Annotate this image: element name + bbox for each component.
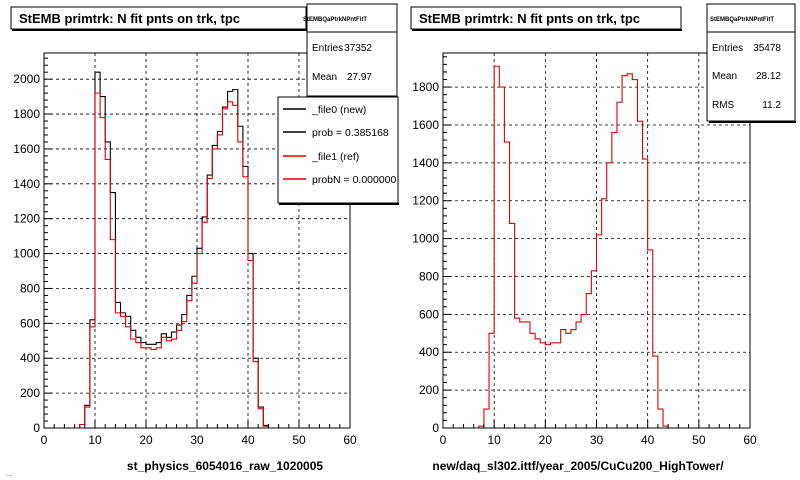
left-y-tick-label: 1600 [13,142,40,156]
left-y-tick-label: 1000 [13,247,40,261]
right-y-tick-label: 200 [419,383,439,397]
left-y-tick-label: 1400 [13,177,40,191]
left-y-tick-label: 200 [20,386,40,400]
left-x-tick-label: 0 [41,433,48,447]
legend-label-file0: _file0 (new) [311,104,366,116]
right-y-tick-label: 0 [432,421,439,435]
left-y-tick-label: 1800 [13,107,40,121]
right-stats-rms-value: 11.2 [762,100,781,111]
left-y-tick-label: 400 [20,351,40,365]
left-stats-mean-label: Mean [312,72,337,83]
left-x-axis-label: st_physics_6054016_raw_1020005 [127,459,323,473]
left-x-tick-label: 50 [292,433,306,447]
right-histogram-pad: 0 10 20 30 40 50 60020040060080010001200140016… [410,3,796,473]
left-y-tick-label: 0 [33,421,40,435]
left-x-tick-label: 10 [88,433,102,447]
legend-label-prob: prob = 0.385168 [312,127,389,139]
left-y-tick-label: 2000 [13,72,40,86]
left-histogram-pad: 0 10 20 30 40 50 60020040060080010001200140016… [10,3,399,473]
right-y-tick-label: 1200 [412,194,439,208]
right-y-tick-label: 1600 [412,118,439,132]
left-y-tick-label: 1200 [13,212,40,226]
right-stats-header: StEMBQaPtrkNPntFitT [710,17,774,23]
left-stats-box: StEMBQaPtrkNPntFitT Entries 37352 Mean 2… [303,3,398,97]
right-x-tick-label: 40 [641,433,655,447]
right-stats-entries-value: 35478 [753,43,781,54]
right-x-tick-label: 50 [692,433,706,447]
legend-label-probN: probN = 0.000000 [312,174,397,186]
right-stats-mean-value: 28.12 [756,71,781,82]
right-y-tick-label: 1000 [412,232,439,246]
right-stats-box: StEMBQaPtrkNPntFitT Entries 35478 Mean 2… [706,3,796,123]
left-x-tick-label: 60 [343,433,357,447]
right-x-tick-label: 60 [743,433,757,447]
right-y-tick-label: 600 [419,307,439,321]
right-x-tick-label: 20 [539,433,553,447]
left-axis-ticks: 0 10 20 30 40 50 60020040060080010001200140016… [13,57,357,447]
left-legend: _file0 (new) prob = 0.385168 _file1 (ref… [277,96,399,205]
left-stats-entries-label: Entries [312,43,343,54]
left-title-box-shadow [12,29,307,31]
left-y-tick-label: 800 [20,281,40,295]
right-x-tick-label: 10 [487,433,501,447]
right-y-tick-label: 800 [419,269,439,283]
right-x-axis-label: new/daq_sl302.ittf/year_2005/CuCu200_Hig… [432,459,724,473]
right-chart-title: StEMB primtrk: N fit pnts on trk, tpc [419,11,640,26]
left-x-tick-label: 30 [190,433,204,447]
left-x-tick-label: 40 [241,433,255,447]
left-x-tick-label: 20 [139,433,153,447]
right-title-box-shadow [412,29,682,31]
left-chart-title: StEMB primtrk: N fit pnts on trk, tpc [19,11,240,26]
right-y-tick-label: 1800 [412,80,439,94]
legend-label-file1: _file1 (ref) [311,151,359,163]
right-y-tick-label: 400 [419,345,439,359]
left-stats-header: StEMBQaPtrkNPntFitT [303,17,367,23]
right-stats-mean-label: Mean [712,71,737,82]
left-stats-mean-value: 27.97 [347,72,372,83]
right-stats-entries-label: Entries [712,43,743,54]
footer-text: ... [6,469,13,478]
right-x-tick-label: 30 [590,433,604,447]
right-axis-ticks: 0 10 20 30 40 50 60020040060080010001200140016… [412,56,757,447]
left-y-tick-label: 600 [20,316,40,330]
right-x-tick-label: 0 [440,433,447,447]
right-y-tick-label: 1400 [412,156,439,170]
left-stats-entries-value: 37352 [344,43,372,54]
right-stats-rms-label: RMS [712,100,735,111]
